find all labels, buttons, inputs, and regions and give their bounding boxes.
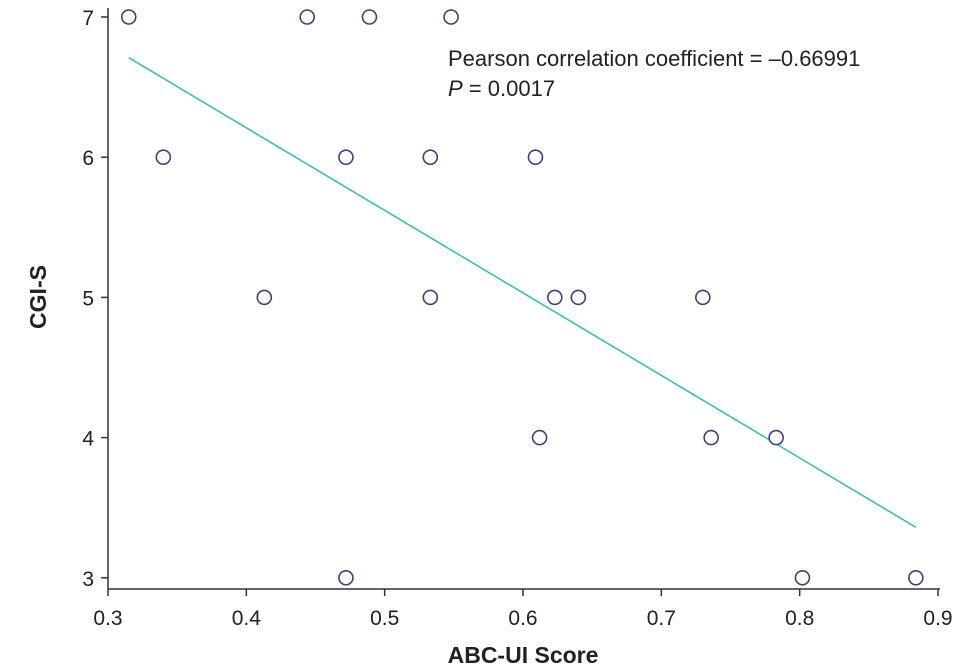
x-tick-label: 0.8 [785,607,814,630]
data-point [299,9,316,25]
annotation-correlation: Pearson correlation coefficient = –0.669… [448,46,860,71]
p-symbol: P [448,76,463,101]
y-tick-label: 6 [82,147,94,170]
y-tick-label: 7 [82,7,94,30]
data-point [256,289,273,306]
x-tick-label: 0.6 [508,607,537,630]
annotation-p-value: P = 0.0017 [448,76,555,101]
y-tick-label: 3 [82,568,94,591]
data-point [155,149,172,165]
data-point [527,149,544,165]
data-point [120,9,137,25]
y-ticks: 3 4 5 6 7 [82,7,108,591]
data-point [703,429,719,446]
data-point [768,429,784,446]
data-point [422,149,439,165]
x-ticks: 0.3 0.4 0.5 0.6 0.7 0.8 0.9 [93,589,953,630]
x-tick-label: 0.9 [923,607,952,630]
data-point [361,9,378,25]
x-tick-label: 0.5 [370,607,399,630]
data-point [794,569,811,586]
x-axis-title: ABC-UI Score [448,642,599,668]
data-points [120,9,924,586]
data-point [695,289,711,306]
y-tick-label: 5 [82,287,94,310]
data-point [547,289,563,306]
x-tick-label: 0.4 [232,607,262,630]
p-value-text: = 0.0017 [463,76,555,101]
y-axis-title: CGI-S [25,265,51,329]
data-point [338,149,354,165]
data-point [422,289,439,306]
data-point [570,289,587,306]
trend-line [128,56,917,529]
data-point [908,569,924,586]
x-tick-label: 0.7 [647,607,676,630]
y-tick-label: 4 [82,428,94,451]
data-point [443,9,459,25]
data-point [531,429,548,446]
x-tick-label: 0.3 [93,607,122,630]
data-point [338,569,354,586]
